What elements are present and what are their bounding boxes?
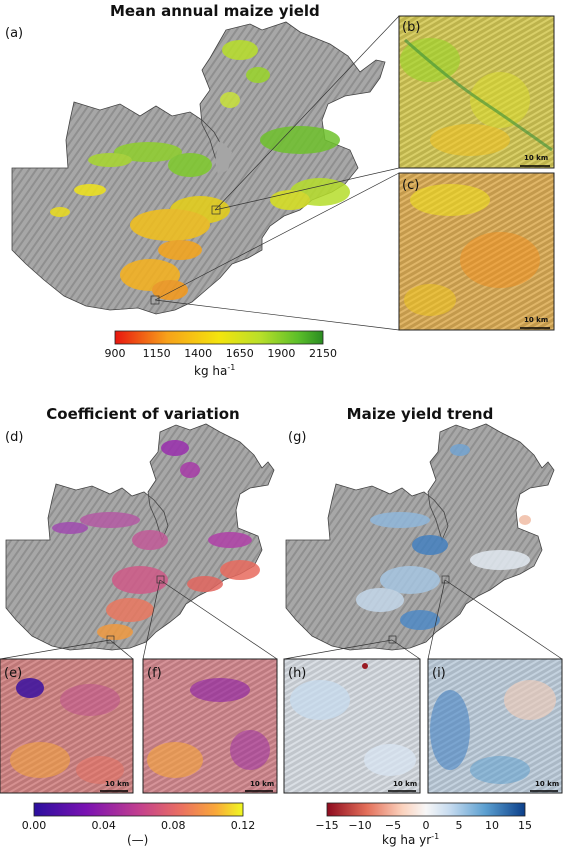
colorbar-g-tick: 0	[422, 819, 430, 832]
colorbar-a-tick: 900	[104, 347, 126, 360]
unit-main: kg ha yr	[382, 833, 432, 847]
panel-a-title: Mean annual maize yield	[110, 2, 320, 20]
unit-sup: -1	[227, 363, 236, 372]
colorbar-g-tick: −15	[315, 819, 339, 832]
inset-e	[0, 658, 134, 794]
inset-b-label: (b)	[402, 20, 421, 35]
colorbar-g-tick: −10	[348, 819, 372, 832]
unit-main: kg ha	[194, 364, 228, 378]
colorbar-g-tick: 5	[455, 819, 463, 832]
colorbar-d-tick: 0.12	[230, 819, 256, 832]
inset-c	[398, 172, 555, 331]
colorbar-a-tick: 1900	[267, 347, 296, 360]
inset-f	[142, 658, 278, 794]
inset-b	[398, 15, 555, 169]
scale-text-b: 10 km	[524, 154, 549, 162]
inset-i-label: (i)	[432, 666, 446, 681]
panel-a-map	[11, 15, 400, 331]
panel-d-title: Coefficient of variation	[46, 405, 240, 423]
scale-text-c: 10 km	[524, 316, 549, 324]
panel-d-map	[0, 423, 278, 660]
scale-text-e: 10 km	[105, 780, 130, 788]
colorbar-a-unit: kg ha-1	[194, 363, 235, 378]
colorbar-g-tick: −5	[384, 819, 402, 832]
inset-h	[283, 658, 421, 794]
colorbar-d-tick: 0.08	[161, 819, 186, 832]
inset-i	[427, 658, 563, 794]
colorbar-g-unit: kg ha yr-1	[382, 832, 439, 847]
colorbar-g	[326, 802, 526, 817]
inset-f-label: (f)	[147, 666, 162, 681]
scale-text-f: 10 km	[250, 780, 275, 788]
scale-text-h: 10 km	[393, 780, 418, 788]
colorbar-a	[114, 330, 324, 345]
colorbar-g-tick: 10	[485, 819, 499, 832]
colorbar-a-tick: 1650	[225, 347, 254, 360]
unit-sup: -1	[431, 832, 440, 841]
colorbar-a-tick: 1150	[142, 347, 171, 360]
panel-d-label: (d)	[5, 430, 24, 445]
panel-g-map	[283, 423, 563, 660]
colorbar-a-tick: 2150	[309, 347, 337, 360]
colorbar-d-tick: 0.04	[91, 819, 116, 832]
scale-text-i: 10 km	[535, 780, 560, 788]
colorbar-a-tick: 1400	[184, 347, 213, 360]
colorbar-d-unit: (—)	[127, 833, 149, 847]
inset-c-label: (c)	[402, 178, 420, 193]
panel-g-title: Maize yield trend	[346, 405, 494, 423]
colorbar-d	[33, 802, 244, 817]
colorbar-g-tick: 15	[518, 819, 532, 832]
inset-h-label: (h)	[288, 666, 307, 681]
panel-g-label: (g)	[288, 430, 307, 445]
colorbar-d-tick: 0.00	[21, 819, 47, 832]
inset-e-label: (e)	[4, 666, 23, 681]
panel-a-label: (a)	[5, 26, 24, 41]
